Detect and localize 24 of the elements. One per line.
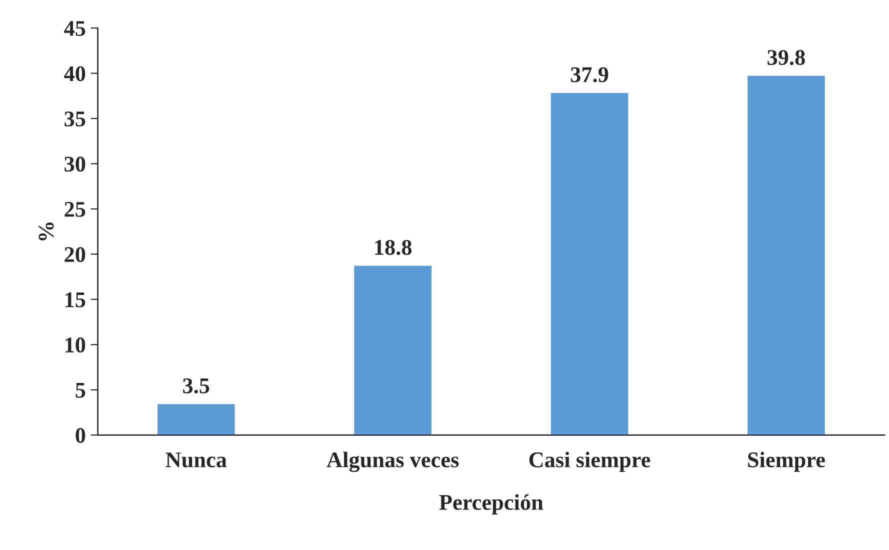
y-tick-label: 25	[64, 202, 86, 217]
y-tick-label: 45	[64, 21, 86, 36]
x-tick-label: Algunas veces	[326, 452, 459, 472]
bar	[549, 92, 630, 436]
data-label: 3.5	[183, 378, 210, 394]
y-tick-label: 20	[64, 247, 86, 262]
x-tick-label: Nunca	[166, 452, 227, 468]
y-tick-label: 30	[64, 156, 86, 172]
data-label: 37.9	[570, 67, 608, 82]
y-tick-label: 40	[64, 66, 86, 82]
y-tick-label: 5	[76, 382, 86, 398]
y-tick-label: 35	[64, 111, 86, 126]
bar	[156, 402, 236, 436]
x-tick-label: Casi siempre	[529, 452, 650, 472]
y-axis-title: %	[38, 222, 54, 240]
x-tick-label: Siempre	[748, 452, 825, 472]
y-tick-label: 10	[66, 338, 86, 353]
bar	[746, 74, 826, 436]
y-tick-label: 0	[76, 428, 86, 443]
data-label: 18.8	[375, 240, 412, 256]
y-tick-label: 15	[66, 292, 86, 308]
x-axis-title: Percepción	[439, 494, 544, 514]
data-label: 39.8	[768, 50, 805, 66]
bar	[352, 264, 433, 436]
